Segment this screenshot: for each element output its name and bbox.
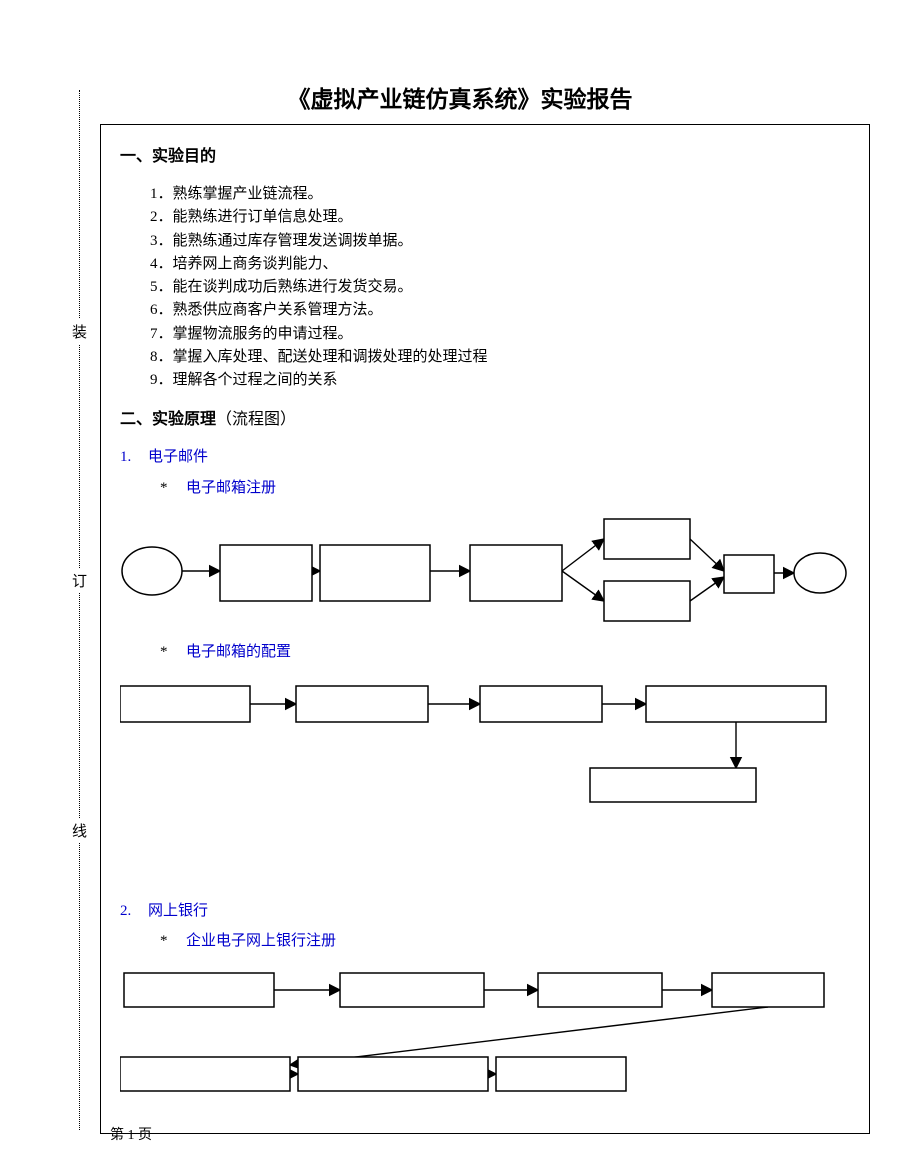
binding-char-2: 订 [72,568,87,593]
section2-heading-text: 二、实验原理 [120,411,216,428]
bullet-star: * [160,641,186,664]
sub1-title: 电子邮件 [148,449,208,465]
sub2-heading: 2.网上银行 [120,900,850,923]
sub2-bullet1: *企业电子网上银行注册 [160,930,850,953]
objective-item: 8．掌握入库处理、配送处理和调拨处理的处理过程 [150,346,850,369]
spacer [120,826,850,892]
objective-item: 2．能熟练进行订单信息处理。 [150,206,850,229]
objective-item: 7．掌握物流服务的申请过程。 [150,323,850,346]
section2-heading: 二、实验原理（流程图） [120,408,850,432]
sub1-num: 1. [120,446,148,469]
objective-item: 1．熟练掌握产业链流程。 [150,183,850,206]
objective-item: 3．能熟练通过库存管理发送调拨单据。 [150,230,850,253]
sub1-heading: 1.电子邮件 [120,446,850,469]
binding-strip: 装 订 线 [74,90,86,1130]
binding-char-1: 装 [72,319,87,344]
binding-dotted-line [79,90,80,1130]
diagram-bank-register [120,965,850,1105]
objective-item: 4．培养网上商务谈判能力、 [150,253,850,276]
bullet-star: * [160,930,186,953]
page-number: 第 1 页 [110,1124,152,1144]
bullet-title: 电子邮箱的配置 [186,644,291,660]
objectives-list: 1．熟练掌握产业链流程。 2．能熟练进行订单信息处理。 3．能熟练通过库存管理发… [120,183,850,392]
binding-char-3: 线 [72,818,87,843]
objective-item: 5．能在谈判成功后熟练进行发货交易。 [150,276,850,299]
sub1-bullet2: *电子邮箱的配置 [160,641,850,664]
diagram-email-register [120,511,850,631]
section2-heading-note: （流程图） [216,411,296,428]
content-area: 一、实验目的 1．熟练掌握产业链流程。 2．能熟练进行订单信息处理。 3．能熟练… [120,145,850,1115]
bullet-star: * [160,477,186,500]
bullet-title: 企业电子网上银行注册 [186,933,336,949]
page-title: 《虚拟产业链仿真系统》实验报告 [0,80,920,114]
section1-heading: 一、实验目的 [120,145,850,169]
bullet-title: 电子邮箱注册 [186,480,276,496]
objective-item: 6．熟悉供应商客户关系管理方法。 [150,299,850,322]
sub1-bullet1: *电子邮箱注册 [160,477,850,500]
sub2-title: 网上银行 [148,903,208,919]
sub2-num: 2. [120,900,148,923]
objective-item: 9．理解各个过程之间的关系 [150,369,850,392]
diagram-email-config [120,676,850,816]
